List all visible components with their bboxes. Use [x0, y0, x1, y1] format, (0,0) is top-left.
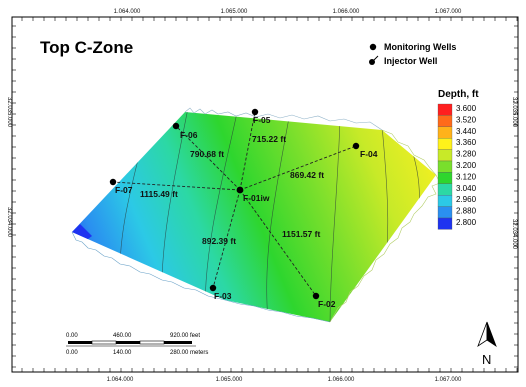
- well-label-injector: F-01iw: [243, 193, 270, 203]
- distance-label-f06: 790.68 ft: [190, 149, 224, 159]
- distance-label-f03: 892.39 ft: [202, 236, 236, 246]
- well-label-f02: F-02: [318, 299, 336, 309]
- monitoring-wells: [109, 108, 360, 300]
- map-title: Top C-Zone: [40, 38, 133, 57]
- jagged-edge-right: [329, 129, 441, 323]
- scale-meters-2: 280.00 meters: [170, 350, 208, 356]
- well-label-f07: F-07: [115, 185, 133, 195]
- jagged-edge-top: [184, 107, 383, 131]
- well-point-f07: [109, 178, 117, 186]
- distance-label-f05: 715.22 ft: [252, 134, 286, 144]
- scale-feet-1: 460.00: [113, 333, 132, 339]
- y-left-tick-label: 32.034.000: [6, 207, 12, 238]
- north-label: N: [482, 352, 491, 367]
- north-arrow-left-half: [477, 321, 488, 348]
- colorbar-swatch: [437, 126, 453, 139]
- y-right-tick-label: 32.034.000: [511, 219, 517, 250]
- scale-meters-0: 0.00: [66, 350, 78, 356]
- well-label-f06: F-06: [180, 130, 198, 140]
- connector-f06: [175, 125, 241, 191]
- x-top-tick-label: 1.064.000: [114, 9, 141, 15]
- injector-legend-tail: [371, 55, 379, 63]
- well-label-f04: F-04: [360, 149, 378, 159]
- scale-bar-segment: [68, 341, 92, 344]
- connector-f05: [239, 111, 256, 191]
- injector-well-point: [236, 186, 244, 194]
- colorbar-tick-label: 2.800: [456, 218, 477, 227]
- monitoring-legend-symbol: [369, 43, 377, 51]
- colorbar-swatch: [437, 195, 453, 207]
- colorbar-swatch: [437, 160, 453, 173]
- colorbar-boxes: [437, 103, 453, 230]
- colorbar-title: Depth, ft: [438, 89, 479, 100]
- well-point-f05: [251, 108, 259, 116]
- scale-bar: 0.00 460.00 920.00 feet 0.00 140.00 280.…: [66, 333, 208, 356]
- x-top-tick-label: 1.067.000: [435, 9, 462, 15]
- x-bottom-tick-label: 1.065.000: [216, 377, 243, 383]
- depth-colorbar: Depth, ft 3.600 3.520 3.440 3.360 3.280 3.200…: [437, 89, 479, 230]
- colorbar-swatch: [437, 206, 453, 219]
- well-label-f03: F-03: [214, 291, 232, 301]
- connector-f04: [239, 145, 357, 191]
- scale-feet-2: 920.00 feet: [170, 333, 200, 339]
- distance-label-f02: 1151.57 ft: [282, 229, 320, 239]
- colorbar-swatch: [437, 149, 453, 162]
- contour-line: [329, 117, 341, 322]
- colorbar-tick-label: 3.360: [456, 138, 477, 147]
- colorbar-labels: 3.600 3.520 3.440 3.360 3.280 3.200 3.120 3.040…: [456, 104, 477, 227]
- well-legend: Monitoring Wells Injector Well: [369, 42, 456, 66]
- scale-meters-1: 140.00: [113, 350, 132, 356]
- well-point-f02: [312, 292, 320, 300]
- connector-f07: [112, 181, 241, 191]
- scale-bar-segment: [139, 340, 165, 345]
- well-point-f06: [172, 122, 180, 130]
- deep-blue-patch: [72, 224, 92, 242]
- colorbar-swatch: [437, 103, 453, 116]
- colorbar-tick-label: 3.600: [456, 104, 477, 113]
- colorbar-swatch: [437, 138, 453, 150]
- colorbar-tick-label: 3.120: [456, 172, 477, 181]
- well-point-f03: [209, 284, 217, 292]
- colorbar-tick-label: 2.880: [456, 207, 477, 216]
- north-arrow-right-half: [486, 321, 497, 348]
- connector-f03: [212, 189, 241, 289]
- colorbar-tick-label: 2.960: [456, 195, 477, 204]
- depth-surface-fill: [72, 112, 436, 322]
- injector-legend-label: Injector Well: [384, 56, 437, 66]
- contour-line: [266, 112, 291, 321]
- colorbar-tick-label: 3.520: [456, 115, 477, 124]
- scale-bar-segment: [164, 341, 192, 344]
- colorbar-swatch: [437, 217, 453, 230]
- scale-feet-0: 0.00: [66, 333, 78, 339]
- colorbar-tick-label: 3.440: [456, 127, 477, 136]
- colorbar-swatch: [437, 183, 453, 196]
- well-label-f05: F-05: [253, 115, 271, 125]
- north-arrow: N: [477, 321, 497, 367]
- x-bottom-tick-label: 1.067.000: [435, 377, 462, 383]
- well-point-f04: [352, 142, 360, 150]
- colorbar-tick-label: 3.040: [456, 184, 477, 193]
- x-bottom-tick-label: 1.064.000: [107, 377, 134, 383]
- connector-f02: [239, 189, 317, 297]
- colorbar-swatch: [437, 115, 453, 127]
- monitoring-legend-label: Monitoring Wells: [384, 42, 456, 52]
- map-frame: [11, 16, 519, 373]
- frame-ticks: [12, 17, 518, 372]
- jagged-edge-bottom: [71, 231, 331, 323]
- colorbar-tick-label: 3.280: [456, 150, 477, 159]
- colorbar-tick-label: 3.200: [456, 161, 477, 170]
- colorbar-swatch: [437, 172, 453, 184]
- y-right-tick-label: 32.035.000: [511, 97, 517, 128]
- distance-label-f04: 869.42 ft: [290, 170, 324, 180]
- y-left-tick-label: 32.035.000: [6, 97, 12, 128]
- scale-bar-segment: [116, 341, 140, 344]
- scale-bar-segment: [91, 340, 117, 345]
- well-connectors: [112, 111, 357, 297]
- contour-line: [204, 112, 239, 311]
- x-top-tick-label: 1.065.000: [221, 9, 248, 15]
- x-bottom-tick-label: 1.066.000: [328, 377, 355, 383]
- distance-label-f07: 1115.49 ft: [140, 189, 178, 199]
- x-top-tick-label: 1.066.000: [333, 9, 360, 15]
